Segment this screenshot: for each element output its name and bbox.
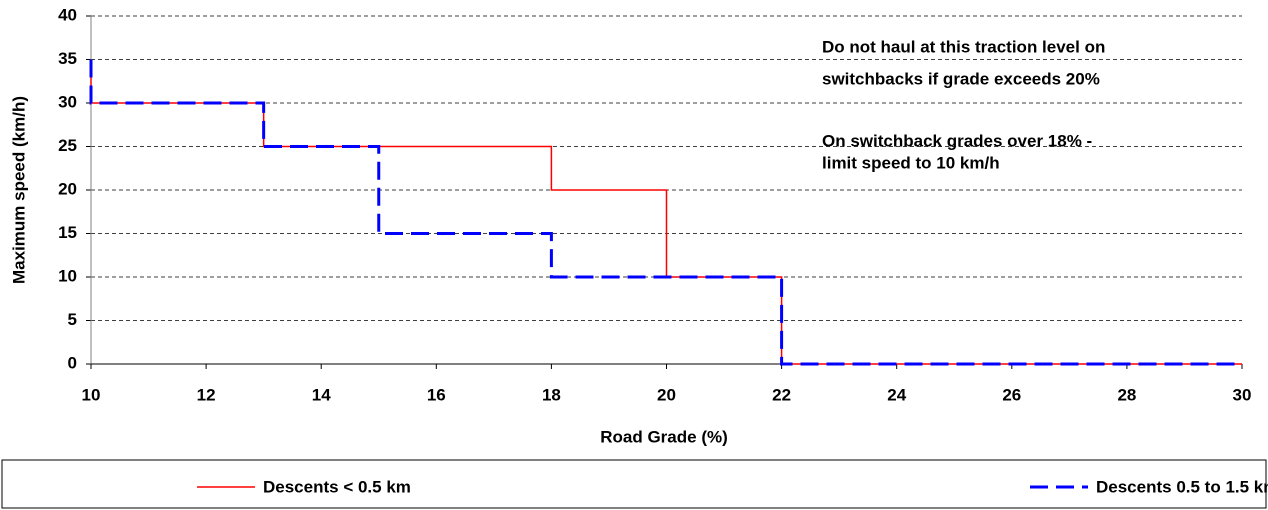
x-tick-label: 12 bbox=[197, 385, 216, 404]
y-tick-label: 10 bbox=[58, 266, 77, 285]
x-tick-label: 24 bbox=[887, 385, 906, 404]
y-tick-label: 5 bbox=[68, 310, 77, 329]
legend-label: Descents 0.5 to 1.5 km bbox=[1096, 477, 1268, 496]
y-axis-title: Maximum speed (km/h) bbox=[9, 96, 28, 284]
legend-box bbox=[1, 459, 1267, 509]
y-tick-label: 15 bbox=[58, 223, 77, 242]
annotation: switchbacks if grade exceeds 20% bbox=[822, 69, 1100, 88]
x-tick-label: 10 bbox=[82, 385, 101, 404]
series-line bbox=[89, 59, 1242, 366]
y-tick-label: 25 bbox=[58, 136, 77, 155]
annotation: Do not haul at this traction level on bbox=[822, 37, 1105, 56]
x-tick-label: 26 bbox=[1002, 385, 1021, 404]
legend-label: Descents < 0.5 km bbox=[263, 477, 411, 496]
y-tick-label: 0 bbox=[68, 353, 77, 372]
x-tick-label: 16 bbox=[427, 385, 446, 404]
x-axis-title: Road Grade (%) bbox=[600, 427, 728, 446]
x-tick-label: 18 bbox=[542, 385, 561, 404]
y-tick-label: 20 bbox=[58, 179, 77, 198]
y-tick-label: 35 bbox=[58, 49, 77, 68]
x-tick-label: 22 bbox=[772, 385, 791, 404]
x-tick-label: 20 bbox=[657, 385, 676, 404]
y-tick-label: 30 bbox=[58, 92, 77, 111]
x-tick-label: 28 bbox=[1117, 385, 1136, 404]
x-tick-label: 30 bbox=[1233, 385, 1252, 404]
y-tick-label: 40 bbox=[58, 5, 77, 24]
x-tick-label: 14 bbox=[312, 385, 331, 404]
annotation: On switchback grades over 18% - bbox=[822, 131, 1092, 150]
annotation: limit speed to 10 km/h bbox=[822, 153, 1000, 172]
